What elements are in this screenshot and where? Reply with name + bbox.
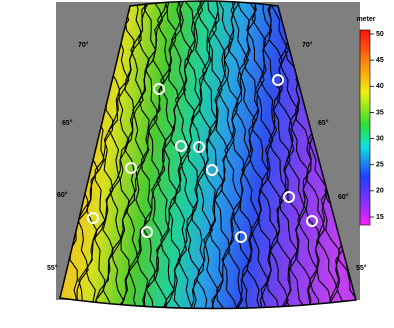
- latitude-label: 55°: [47, 264, 58, 272]
- colorbar-tick-label: 25: [376, 162, 384, 169]
- colorbar-tick-label: 15: [376, 214, 384, 221]
- latitude-label: 65°: [318, 119, 329, 127]
- colorbar-tick-label: 30: [376, 135, 384, 142]
- latitude-label: 70°: [302, 41, 313, 49]
- latitude-label: 60°: [338, 193, 349, 201]
- colorbar-title: meter: [356, 16, 375, 23]
- latitude-label: 70°: [78, 41, 89, 49]
- colorbar-tick-label: 20: [376, 188, 384, 195]
- colorbar: [360, 30, 370, 225]
- latitude-label: 55°: [356, 264, 367, 272]
- colorbar-ticks: 50 45 40 35 30 25 20 15: [370, 31, 384, 221]
- colorbar-tick-label: 40: [376, 83, 384, 90]
- colorbar-tick-label: 45: [376, 57, 384, 64]
- latitude-label: 65°: [62, 119, 73, 127]
- colorbar-tick-label: 50: [376, 31, 384, 38]
- map-figure: meter 50 45 40 35 30 25 20 15 70° 65° 60° 55° 70° 65…: [0, 0, 394, 328]
- latitude-label: 60°: [57, 191, 68, 199]
- colorbar-tick-label: 35: [376, 109, 384, 116]
